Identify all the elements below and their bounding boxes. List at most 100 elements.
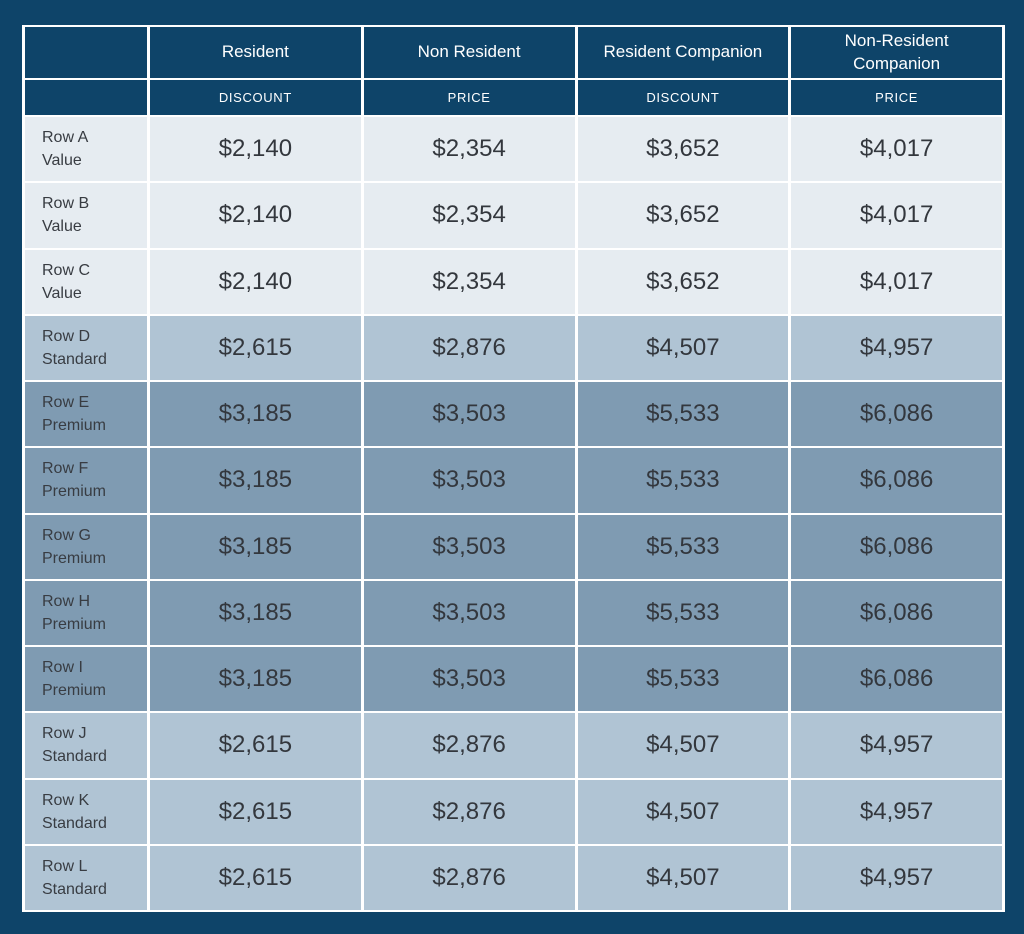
price-cell-resident-discount: $3,185 [147,512,364,581]
table-row: Row C Value $2,140 $2,354 $3,652 $4,017 [22,247,1005,316]
price-cell-resident-companion-discount: $4,507 [574,313,792,383]
price-cell-non-resident-price: $2,354 [360,247,578,316]
price-cell-non-resident-companion-price: $4,017 [788,247,1005,316]
row-tier: Value [42,152,82,170]
price-cell-resident-companion-discount: $5,533 [574,578,792,648]
column-header-non-resident: Non Resident [360,25,578,80]
price-cell-resident-discount: $2,140 [147,247,364,316]
corner-cell [22,25,150,80]
price-cell-non-resident-price: $3,503 [360,578,578,648]
price-cell-resident-discount: $2,615 [147,313,364,383]
price-cell-non-resident-companion-price: $4,017 [788,181,1005,250]
price-cell-resident-discount: $2,615 [147,711,364,780]
price-cell-resident-companion-discount: $5,533 [574,512,792,581]
row-tier: Value [42,218,82,236]
price-cell-resident-discount: $3,185 [147,446,364,515]
table-row: Row A Value $2,140 $2,354 $3,652 $4,017 [22,114,1005,184]
price-cell-non-resident-companion-price: $4,957 [788,313,1005,383]
header-row: Resident Non Resident Resident Companion… [22,25,1005,80]
table-row: Row H Premium $3,185 $3,503 $5,533 $6,08… [22,578,1005,648]
row-label: Row K Standard [22,777,150,846]
table-row: Row J Standard $2,615 $2,876 $4,507 $4,9… [22,711,1005,780]
row-tier: Premium [42,417,107,435]
column-header-resident-companion: Resident Companion [574,25,792,80]
row-tier: Standard [42,350,107,368]
price-cell-non-resident-price: $3,503 [360,379,578,449]
price-cell-resident-companion-discount: $5,533 [574,446,792,515]
price-cell-non-resident-companion-price: $6,086 [788,379,1005,449]
pricing-table: Resident Non Resident Resident Companion… [22,25,1005,913]
table-row: Row G Premium $3,185 $3,503 $5,533 $6,08… [22,512,1005,581]
price-cell-non-resident-companion-price: $6,086 [788,644,1005,714]
row-id: Row D [42,327,91,345]
price-cell-non-resident-companion-price: $4,957 [788,843,1005,913]
row-label: Row L Standard [22,843,150,913]
price-cell-resident-companion-discount: $4,507 [574,711,792,780]
price-cell-non-resident-price: $2,876 [360,313,578,383]
row-tier: Standard [42,814,107,832]
price-cell-resident-discount: $2,615 [147,843,364,913]
corner-cell [22,78,150,117]
column-header-resident: Resident [147,25,364,80]
row-id: Row L [42,857,88,875]
row-tier: Value [42,284,82,302]
row-id: Row J [42,725,87,743]
table-row: Row B Value $2,140 $2,354 $3,652 $4,017 [22,181,1005,250]
row-label: Row H Premium [22,578,150,648]
row-id: Row G [42,526,91,544]
price-cell-resident-discount: $2,140 [147,114,364,184]
row-id: Row E [42,394,90,412]
row-tier: Premium [42,549,107,567]
table-row: Row F Premium $3,185 $3,503 $5,533 $6,08… [22,446,1005,515]
price-cell-resident-companion-discount: $5,533 [574,644,792,714]
price-cell-non-resident-price: $2,354 [360,114,578,184]
row-label: Row G Premium [22,512,150,581]
row-id: Row B [42,195,90,213]
subheader-row: DISCOUNT PRICE DISCOUNT PRICE [22,78,1005,117]
price-cell-resident-discount: $2,615 [147,777,364,846]
subheader-discount-resident: DISCOUNT [147,78,364,117]
subheader-price-non-resident: PRICE [360,78,578,117]
row-tier: Premium [42,483,107,501]
row-label: Row D Standard [22,313,150,383]
price-cell-resident-companion-discount: $4,507 [574,843,792,913]
price-cell-non-resident-price: $2,354 [360,181,578,250]
price-cell-non-resident-price: $3,503 [360,644,578,714]
price-cell-non-resident-companion-price: $4,017 [788,114,1005,184]
price-cell-resident-discount: $2,140 [147,181,364,250]
column-header-non-resident-companion: Non-Resident Companion [788,25,1005,80]
price-cell-resident-discount: $3,185 [147,644,364,714]
row-id: Row H [42,592,91,610]
row-label: Row B Value [22,181,150,250]
subheader-discount-resident-companion: DISCOUNT [574,78,792,117]
row-tier: Premium [42,682,107,700]
row-label: Row C Value [22,247,150,316]
row-id: Row K [42,791,90,809]
price-cell-resident-companion-discount: $5,533 [574,379,792,449]
row-label: Row A Value [22,114,150,184]
row-id: Row I [42,659,83,677]
table-row: Row K Standard $2,615 $2,876 $4,507 $4,9… [22,777,1005,846]
price-cell-resident-companion-discount: $4,507 [574,777,792,846]
row-id: Row F [42,460,89,478]
price-cell-non-resident-price: $3,503 [360,512,578,581]
row-tier: Premium [42,615,107,633]
price-cell-non-resident-companion-price: $6,086 [788,578,1005,648]
price-cell-non-resident-companion-price: $4,957 [788,777,1005,846]
row-id: Row A [42,129,89,147]
row-label: Row F Premium [22,446,150,515]
price-cell-non-resident-companion-price: $6,086 [788,512,1005,581]
table-row: Row I Premium $3,185 $3,503 $5,533 $6,08… [22,644,1005,714]
price-cell-resident-discount: $3,185 [147,379,364,449]
price-cell-non-resident-price: $2,876 [360,711,578,780]
table-row: Row D Standard $2,615 $2,876 $4,507 $4,9… [22,313,1005,383]
price-cell-non-resident-price: $2,876 [360,843,578,913]
price-cell-resident-companion-discount: $3,652 [574,114,792,184]
table-row: Row E Premium $3,185 $3,503 $5,533 $6,08… [22,379,1005,449]
price-cell-resident-companion-discount: $3,652 [574,247,792,316]
price-cell-resident-discount: $3,185 [147,578,364,648]
table-body: Row A Value $2,140 $2,354 $3,652 $4,017 … [22,114,1005,913]
row-label: Row E Premium [22,379,150,449]
table-row: Row L Standard $2,615 $2,876 $4,507 $4,9… [22,843,1005,913]
